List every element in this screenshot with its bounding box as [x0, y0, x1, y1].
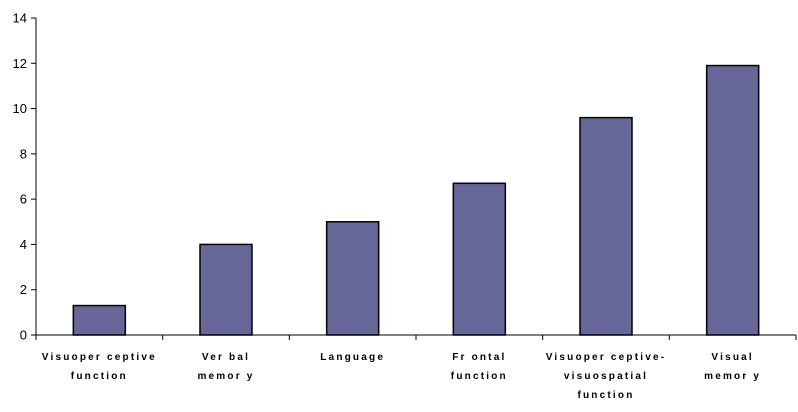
bar	[199, 243, 253, 336]
x-category-label: function	[577, 390, 634, 401]
x-category-label: Visuoper ceptive	[42, 352, 157, 363]
y-tick-label: 2	[20, 282, 27, 297]
x-category-label: Fr ontal	[452, 352, 506, 363]
x-category-label: Language	[320, 352, 385, 363]
x-axis	[35, 334, 797, 340]
x-category-label: Visual	[711, 352, 753, 363]
x-category-label: Ver bal	[202, 352, 250, 363]
y-tick-label: 6	[20, 192, 27, 207]
bar	[325, 221, 380, 336]
bars	[72, 64, 760, 336]
x-category-label: visuospatial	[564, 371, 648, 382]
y-tick-label: 0	[20, 328, 27, 343]
y-axis: 0 2 4 6 8 10 12 14	[13, 11, 37, 343]
bar	[72, 304, 127, 336]
y-tick-label: 4	[20, 237, 27, 252]
x-category-label: function	[451, 371, 508, 382]
x-category-label: function	[71, 371, 128, 382]
x-category-label: Visuoper ceptive-	[546, 352, 667, 363]
x-category-label: memor y	[197, 371, 254, 382]
y-tick-label: 8	[20, 146, 27, 161]
y-tick-label: 14	[13, 11, 27, 26]
bar	[705, 64, 760, 336]
x-category-label: memor y	[704, 371, 761, 382]
bar	[579, 116, 633, 336]
y-tick-label: 10	[13, 101, 27, 116]
category-labels: Visuoper ceptive function Ver bal memor y La…	[42, 352, 761, 401]
bar	[452, 182, 507, 336]
y-tick-label: 12	[13, 56, 27, 71]
